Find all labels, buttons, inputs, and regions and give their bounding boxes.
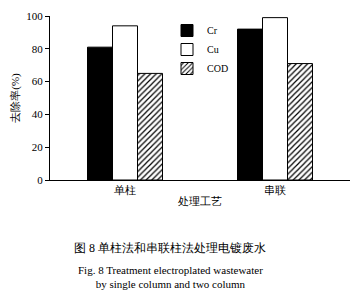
svg-text:串联: 串联 [264, 184, 286, 196]
svg-text:处理工艺: 处理工艺 [178, 195, 222, 207]
svg-text:0: 0 [37, 174, 43, 186]
svg-text:去除率(%): 去除率(%) [9, 73, 22, 123]
svg-text:Fig. 8 Treatment electroplated: Fig. 8 Treatment electroplated wastewate… [78, 264, 263, 290]
svg-text:20: 20 [32, 141, 44, 153]
svg-text:60: 60 [32, 75, 44, 87]
svg-text:Cr: Cr [207, 25, 218, 36]
svg-text:80: 80 [32, 43, 44, 55]
svg-text:Cu: Cu [207, 44, 219, 55]
svg-text:100: 100 [26, 10, 43, 22]
svg-text:单柱: 单柱 [114, 184, 136, 196]
svg-text:图 8 单柱法和串联柱法处理电镀废水: 图 8 单柱法和串联柱法处理电镀废水 [74, 241, 266, 255]
svg-text:40: 40 [32, 108, 44, 120]
svg-text:COD: COD [207, 63, 228, 74]
